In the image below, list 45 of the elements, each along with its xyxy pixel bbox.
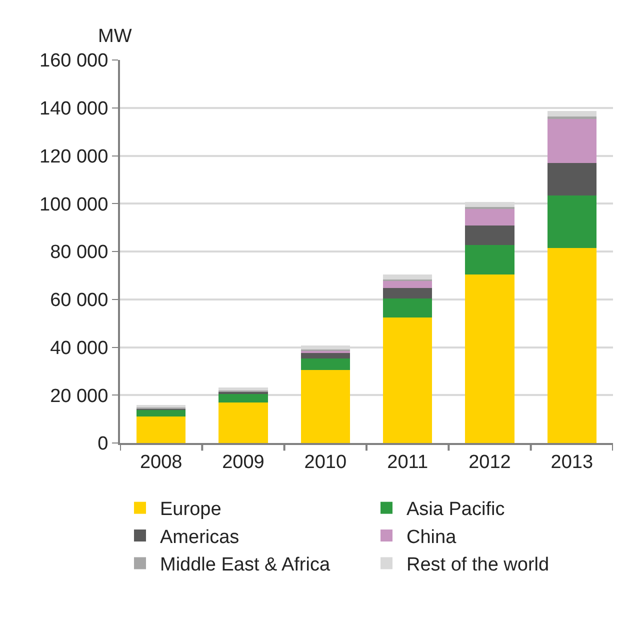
bar xyxy=(300,358,350,370)
legend-label: Middle East & Africa xyxy=(160,554,330,576)
bar xyxy=(547,163,597,196)
y-tick-label: 40 000 xyxy=(50,338,108,359)
bar xyxy=(218,387,268,391)
x-tick-label: 2012 xyxy=(468,452,511,473)
x-tick-label: 2013 xyxy=(550,452,594,473)
bar xyxy=(465,274,514,443)
y-axis-title: MW xyxy=(98,26,132,47)
legend-label: Americas xyxy=(160,526,240,548)
bar xyxy=(300,352,350,358)
x-tick-label: 2009 xyxy=(222,452,264,473)
x-tick-label: 2010 xyxy=(304,452,347,473)
y-tick-label: 140 000 xyxy=(40,98,108,120)
y-tick-label: 100 000 xyxy=(40,194,108,216)
bar xyxy=(382,288,432,299)
x-tick-label: 2008 xyxy=(140,452,182,473)
legend-label: Rest of the world xyxy=(406,554,550,576)
bar xyxy=(547,248,597,443)
bar xyxy=(300,370,350,443)
bar xyxy=(547,118,597,164)
legend-label: Europe xyxy=(160,499,222,520)
bar xyxy=(218,394,268,402)
bar xyxy=(465,245,514,274)
y-tick-label: 80 000 xyxy=(50,242,108,264)
bar xyxy=(136,404,186,408)
bar xyxy=(382,298,432,318)
bar xyxy=(136,410,186,417)
y-tick-label: 0 xyxy=(98,434,108,455)
y-tick-label: 160 000 xyxy=(40,50,108,72)
y-tick-label: 20 000 xyxy=(50,386,108,407)
bar xyxy=(382,317,432,443)
y-tick-label: 120 000 xyxy=(40,146,108,168)
bar xyxy=(547,195,597,248)
legend-label: China xyxy=(406,526,457,548)
bar xyxy=(382,274,432,280)
legend-label: Asia Pacific xyxy=(406,499,505,520)
bar xyxy=(465,208,514,226)
bar xyxy=(218,402,268,443)
bar xyxy=(465,226,514,246)
bar xyxy=(547,116,597,119)
bar xyxy=(136,416,186,443)
x-tick-label: 2011 xyxy=(387,452,428,473)
y-tick-label: 60 000 xyxy=(50,290,108,312)
bar xyxy=(547,110,597,116)
